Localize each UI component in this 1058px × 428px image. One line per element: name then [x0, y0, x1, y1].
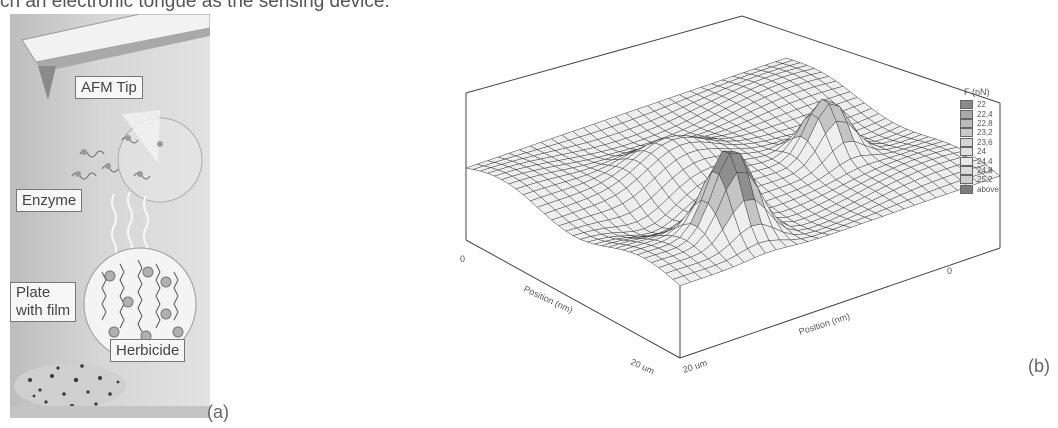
force-surface-plot: 0 0 Position (nm) Position (nm) 20 um 20… [455, 8, 1015, 388]
legend-label: 23,2 [977, 128, 993, 138]
legend-item: above [960, 184, 1020, 194]
legend-item: 24,4 [960, 156, 1020, 166]
legend-label: 22,8 [977, 118, 993, 128]
legend-label: 23,6 [977, 137, 993, 147]
legend-swatch [960, 118, 973, 128]
surface-cell [672, 275, 692, 287]
legend-item: 25,2 [960, 175, 1020, 185]
force-surface-graphic: 0 0 Position (nm) Position (nm) 20 um 20… [460, 15, 1001, 377]
legend-swatch [960, 137, 973, 147]
plate-label-line2: with film [16, 302, 71, 319]
legend-swatch [960, 109, 973, 119]
legend-label: 24 [977, 147, 986, 157]
afm-tip-label: AFM Tip [75, 76, 143, 99]
legend-item: 24,8 [960, 165, 1020, 175]
legend-item: 22,4 [960, 109, 1020, 119]
surface-mesh [465, 57, 1001, 287]
panel-b-label: (b) [1028, 356, 1050, 376]
legend-swatch [960, 184, 973, 194]
herbicide-label: Herbicide [110, 339, 186, 362]
legend-label: 22,4 [977, 109, 993, 119]
afm-illustration: AFM Tip Enzyme Plate with film Herbicide [10, 14, 210, 418]
legend-label: 24,4 [977, 156, 993, 166]
legend-swatch [960, 100, 973, 110]
plate-with-film-label: Plate with film [10, 282, 77, 322]
plot-box-frame [465, 15, 1001, 359]
legend-swatch [960, 165, 973, 175]
legend-swatch [960, 128, 973, 138]
legend-swatch [960, 175, 973, 185]
legend-label: 22 [977, 100, 986, 110]
panel-a-label: (a) [207, 402, 229, 422]
enzyme-label: Enzyme [16, 189, 83, 212]
axis-left-zero: 0 [460, 254, 465, 264]
legend-label: above [977, 184, 999, 194]
legend-title: F (nN) [964, 87, 990, 97]
afm-illustration-graphic [10, 14, 210, 418]
axis-left-title: Position (nm) [522, 284, 574, 315]
legend-label: 24,8 [977, 165, 993, 175]
axis-right-end: 20 um [682, 358, 709, 375]
legend-rows: 22 22,4 22,8 23,2 23,6 24 24,4 24,8 25,2 above [960, 100, 1020, 194]
axis-right-zero: 0 [947, 266, 952, 276]
legend-label: 25,2 [977, 175, 993, 185]
force-legend: F (nN) 22 22,4 22,8 23,2 23,6 24 24,4 24,8 25,2 a… [960, 87, 1020, 194]
legend-item: 23,6 [960, 137, 1020, 147]
legend-item: 24 [960, 147, 1020, 157]
axis-left-end: 20 um [629, 357, 656, 377]
afm-tip-shape [38, 66, 56, 100]
legend-swatch [960, 156, 973, 166]
legend-item: 22,8 [960, 118, 1020, 128]
legend-item: 23,2 [960, 128, 1020, 138]
legend-swatch [960, 147, 973, 157]
legend-item: 22 [960, 100, 1020, 110]
caption-fragment: ch an electronic tongue as the sensing d… [0, 0, 390, 11]
plate-label-line1: Plate [16, 284, 51, 301]
